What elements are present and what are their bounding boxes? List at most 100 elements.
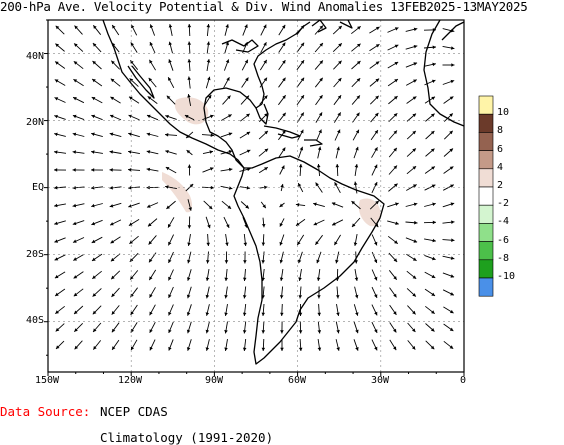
wind-arrow [443,130,454,140]
wind-arrow [387,44,399,51]
lat-label-40s: 40S [26,315,45,326]
wind-arrow [351,43,361,52]
anomaly-patch [358,198,381,227]
wind-arrow [388,147,398,158]
wind-arrow [261,251,265,264]
wind-arrow [424,202,436,207]
coast-north-america-west [102,19,245,169]
wind-arrow [128,114,140,121]
wind-arrow [279,202,285,208]
wind-arrow [165,185,177,190]
wind-arrow [260,24,267,36]
wind-arrow [205,216,211,229]
wind-arrow [336,304,340,316]
wind-arrow [205,76,211,89]
wind-arrow [315,112,323,123]
axis-ticks [44,19,465,376]
wind-arrow [424,62,436,67]
wind-arrow [258,112,269,123]
wind-arrow [73,305,84,315]
wind-arrow [72,96,85,104]
wind-arrow [111,287,120,298]
wind-arrow [54,288,66,297]
coast-florida [255,103,269,125]
wind-arrow [206,59,211,71]
wind-arrow [298,146,304,159]
wind-arrow [406,288,417,297]
wind-arrow [166,95,176,105]
wind-arrow [424,254,436,261]
wind-arrow [55,323,65,332]
wind-arrow [371,251,378,264]
coast-hispaniola [304,139,323,147]
wind-arrow [146,114,159,121]
wind-arrow [298,269,302,281]
wind-arrow [407,322,416,333]
wind-arrow [147,218,158,227]
wind-arrow [72,237,85,243]
wind-arrow [91,150,103,154]
wind-arrow [354,164,359,176]
wind-arrow [72,168,85,172]
wind-arrow [334,129,341,141]
wind-arrow [242,321,247,334]
wind-arrow [92,322,102,333]
wind-arrow [443,340,454,350]
wind-arrow [74,25,83,35]
wind-arrow [225,234,229,246]
wind-arrow [369,43,380,52]
wind-arrow [443,166,454,174]
wind-arrow [423,45,437,49]
wind-arrow [313,202,325,208]
legend-swatch [478,259,494,279]
wind-arrow [91,203,103,208]
wind-arrow [128,96,140,104]
legend-label: 2 [497,180,504,191]
wind-arrow [91,78,103,87]
wind-arrow [224,304,228,316]
wind-arrow [187,164,192,176]
anomaly-patch [162,172,193,213]
wind-arrow [369,95,380,105]
data-source-value: NCEP CDAS [100,404,168,419]
wind-arrow [335,251,340,264]
wind-arrow [371,339,378,351]
wind-arrow [73,43,84,52]
wind-arrow [110,236,121,244]
legend-swatch [478,204,494,224]
wind-arrow [73,271,84,279]
coast-greenland [339,19,353,29]
wind-arrow [167,217,175,228]
wind-arrow [297,129,304,141]
wind-arrow [331,219,344,226]
graticule [48,20,464,372]
legend-swatch [478,113,494,133]
wind-arrow [187,94,192,106]
lon-label-90w: 90W [205,375,224,386]
wind-arrow [168,286,174,299]
wind-arrow [443,113,454,122]
wind-arrow [242,286,247,299]
wind-arrow [443,96,454,104]
wind-arrow [296,42,305,53]
legend-swatch [478,95,494,115]
wind-arrow [389,339,397,351]
wind-arrow [388,270,398,280]
legend-label: -6 [497,234,510,246]
wind-arrow [370,217,379,228]
wind-arrow [369,200,380,210]
wind-arrow [206,233,210,247]
legend-label: 6 [497,143,504,155]
wind-arrow [109,114,122,121]
wind-arrow [335,339,340,351]
wind-arrow [165,166,177,174]
legend-label: -4 [497,216,510,228]
wind-arrow [90,186,104,190]
wind-arrow [202,114,214,121]
wind-arrow [279,286,284,299]
wind-arrow [202,167,214,173]
legend-label: -2 [497,198,510,210]
wind-arrow [278,77,286,88]
wind-arrow [72,132,85,137]
wind-arrow [425,130,435,140]
